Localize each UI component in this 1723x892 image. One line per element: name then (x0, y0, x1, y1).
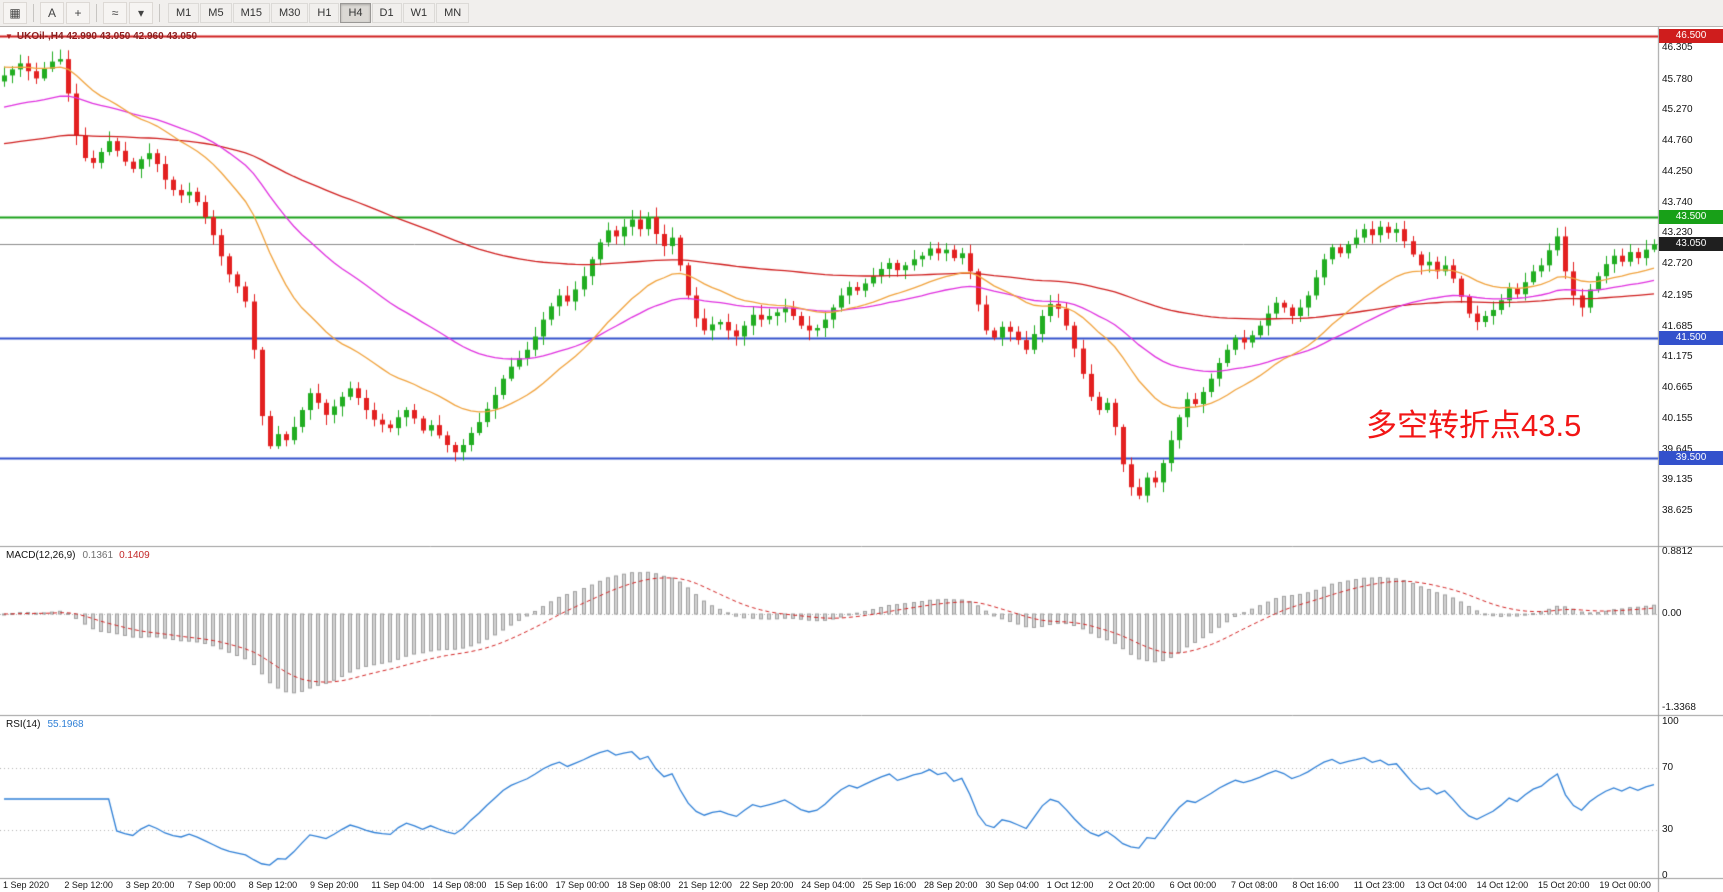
tool-icons-group: ▦ A + ≈ ▾ (3, 2, 164, 24)
timeframe-button-m30[interactable]: M30 (270, 3, 309, 23)
toolbar-separator (159, 4, 160, 22)
indicators-dropdown-icon[interactable]: ▾ (129, 2, 153, 24)
timeframe-button-m15[interactable]: M15 (232, 3, 270, 23)
toolbar-separator (96, 4, 97, 22)
crosshair-tool-icon[interactable]: + (66, 2, 90, 24)
timeframe-button-w1[interactable]: W1 (402, 3, 436, 23)
timeframe-button-h4[interactable]: H4 (340, 3, 371, 23)
timeframe-button-h1[interactable]: H1 (309, 3, 340, 23)
chart-properties-icon[interactable]: ▦ (3, 2, 27, 24)
timeframe-toolbar: M1 M5 M15 M30 H1 H4 D1 W1 MN (168, 3, 470, 23)
timeframe-button-mn[interactable]: MN (436, 3, 470, 23)
chart-annotation-text[interactable]: 多空转折点43.5 (1366, 408, 1582, 443)
text-tool-icon[interactable]: A (40, 2, 64, 24)
timeframe-button-d1[interactable]: D1 (371, 3, 402, 23)
timeframe-button-m5[interactable]: M5 (200, 3, 232, 23)
main-toolbar: ▦ A + ≈ ▾ M1 M5 M15 M30 H1 H4 D1 W1 MN (0, 0, 1723, 27)
toolbar-separator (33, 4, 34, 22)
indicators-icon[interactable]: ≈ (103, 2, 127, 24)
timeframe-button-m1[interactable]: M1 (168, 3, 200, 23)
